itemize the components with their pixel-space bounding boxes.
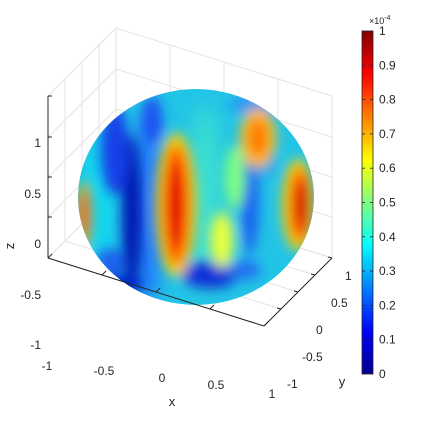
colorbar-tick-label: 0.3 [379, 264, 396, 278]
colorbar-tick-label: 0.2 [379, 298, 396, 312]
colorbar-tick-label: 0.7 [379, 127, 396, 141]
x-tick-label: -0.5 [94, 364, 115, 378]
x-tick-label: 0.5 [208, 378, 225, 392]
x-tick-label: 0 [159, 371, 166, 385]
colorbar-tick-label: 0.4 [379, 230, 396, 244]
colorbar-ticks [362, 30, 373, 375]
y-tick-label: -1 [287, 377, 298, 391]
colorbar-exponent-base: ×10 [369, 16, 384, 26]
colorbar-tick-label: 1 [379, 24, 386, 38]
colorbar-tick-label: 0.5 [379, 196, 396, 210]
y-tick-label: -0.5 [302, 350, 323, 364]
colorbar-tick-labels: 0 0.1 0.2 0.3 0.4 0.5 0.6 0.7 0.8 0.9 1 [379, 24, 396, 381]
colorbar-tick-label: 0 [379, 367, 386, 381]
x-tick-label: 1 [269, 387, 276, 401]
z-tick-label: -0.5 [20, 288, 41, 302]
x-tick-label: -1 [42, 359, 53, 373]
colorbar-exponent-power: -4 [384, 15, 390, 22]
y-tick-label: 1 [345, 269, 352, 283]
z-tick-labels: 1 0.5 0 -0.5 -1 [20, 136, 41, 352]
y-axis-label: y [339, 374, 346, 389]
x-tick-labels: -1 -0.5 0 0.5 1 [42, 359, 276, 401]
sphere-surface [78, 89, 314, 305]
x-axis-label: x [169, 394, 176, 409]
y-tick-label: 0.5 [331, 296, 348, 310]
z-axis-label: z [2, 243, 17, 250]
colorbar-tick-label: 0.1 [379, 333, 396, 347]
colorbar-tick-label: 0.6 [379, 161, 396, 175]
colorbar-exponent: ×10-4 [369, 15, 391, 26]
tick-marks [47, 95, 333, 327]
colorbar-tick-label: 0.9 [379, 58, 396, 72]
z-tick-label: 0.5 [24, 187, 41, 201]
y-tick-label: 0 [316, 323, 323, 337]
z-tick-label: -1 [30, 338, 41, 352]
z-tick-label: 1 [34, 136, 41, 150]
colorbar-tick-label: 0.8 [379, 93, 396, 107]
z-tick-label: 0 [34, 237, 41, 251]
y-tick-labels: -1 -0.5 0 0.5 1 [287, 269, 352, 391]
